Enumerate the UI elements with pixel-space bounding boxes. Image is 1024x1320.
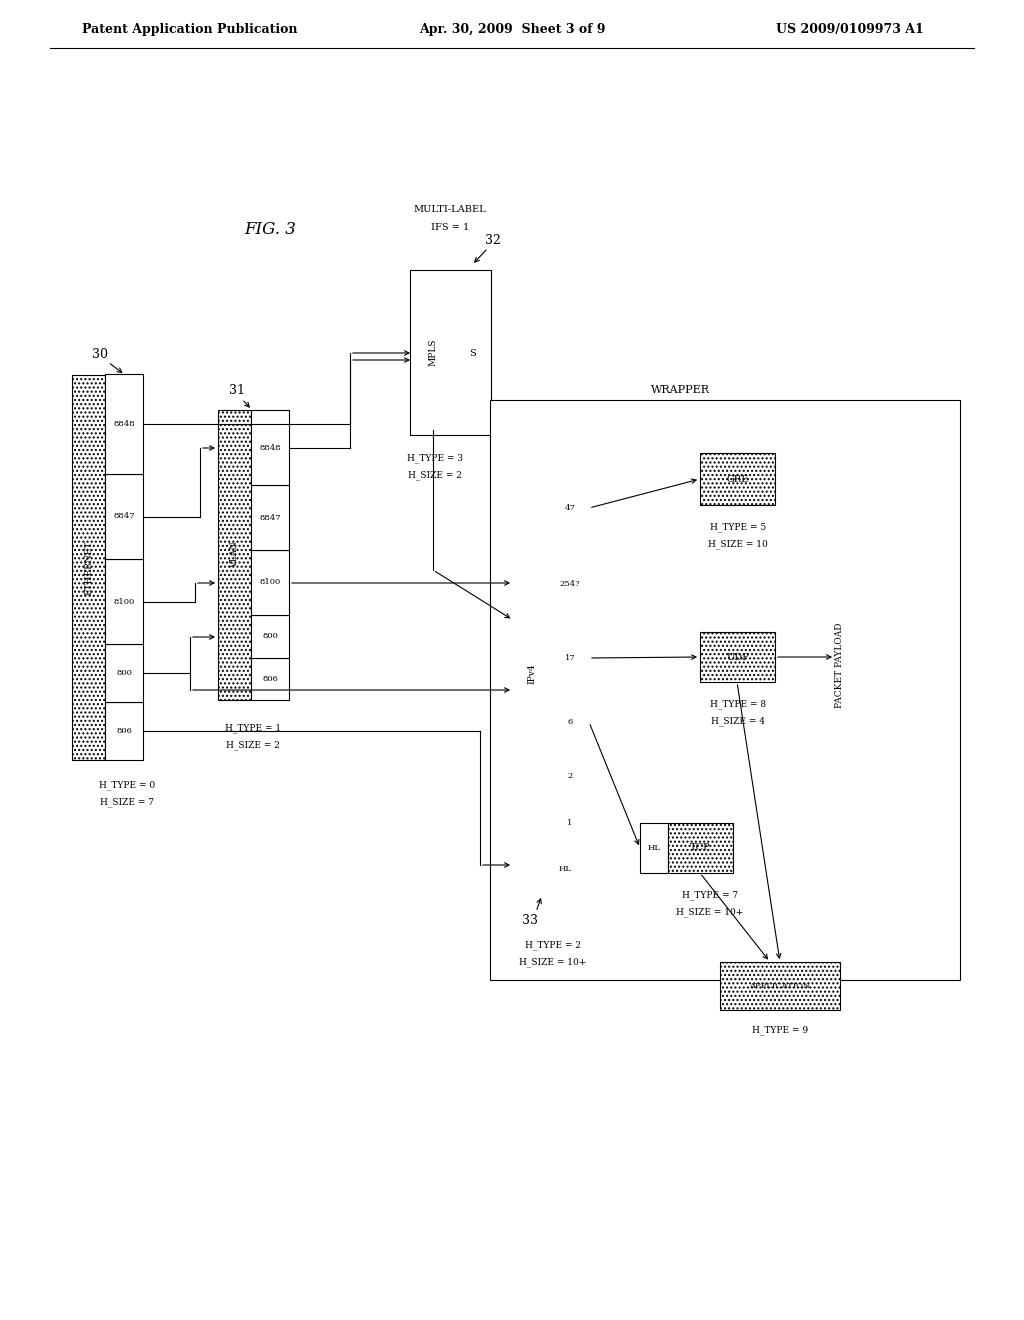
Bar — [720, 962, 840, 1010]
Text: Apr. 30, 2009  Sheet 3 of 9: Apr. 30, 2009 Sheet 3 of 9 — [419, 24, 605, 37]
Text: H_SIZE = 10+: H_SIZE = 10+ — [519, 957, 587, 966]
Text: IPv4: IPv4 — [527, 663, 537, 684]
Bar — [551, 800, 589, 846]
Text: Patent Application Publication: Patent Application Publication — [82, 24, 298, 37]
Bar — [551, 752, 589, 800]
Bar — [551, 624, 589, 692]
Text: APPLICATION: APPLICATION — [750, 982, 811, 990]
Text: UDP: UDP — [726, 652, 749, 661]
Bar — [251, 657, 289, 700]
Text: 800: 800 — [116, 669, 132, 677]
Bar — [105, 558, 143, 644]
Bar — [551, 473, 589, 544]
Text: 800: 800 — [262, 632, 278, 640]
Text: 8100: 8100 — [259, 578, 281, 586]
Text: 30: 30 — [92, 348, 108, 362]
Bar — [251, 484, 289, 550]
Text: 6: 6 — [567, 718, 572, 726]
Text: 2: 2 — [567, 772, 572, 780]
Text: TCP: TCP — [690, 843, 711, 853]
Text: H_SIZE = 4: H_SIZE = 4 — [711, 717, 765, 726]
Text: 17: 17 — [564, 653, 575, 663]
Text: H_TYPE = 1: H_TYPE = 1 — [225, 723, 281, 733]
Bar — [640, 822, 668, 873]
Text: H_TYPE = 0: H_TYPE = 0 — [99, 780, 155, 789]
Text: US 2009/0109973 A1: US 2009/0109973 A1 — [776, 24, 924, 37]
Bar — [105, 374, 143, 474]
Text: 33: 33 — [522, 913, 538, 927]
Text: H_TYPE = 9: H_TYPE = 9 — [752, 1026, 808, 1035]
Bar — [251, 615, 289, 657]
Bar — [458, 327, 488, 380]
Text: MPLS: MPLS — [428, 339, 437, 366]
Text: GRE: GRE — [726, 474, 749, 483]
Bar — [668, 822, 733, 873]
Text: 8847: 8847 — [259, 513, 281, 521]
Text: H_SIZE = 2: H_SIZE = 2 — [226, 741, 280, 750]
Text: 806: 806 — [262, 675, 278, 682]
Text: PACKET PAYLOAD: PACKET PAYLOAD — [836, 622, 845, 708]
Bar — [413, 275, 453, 430]
Text: H_SIZE = 2: H_SIZE = 2 — [408, 470, 462, 480]
Bar — [105, 474, 143, 558]
Text: FIG. 3: FIG. 3 — [244, 222, 296, 239]
Text: HL: HL — [647, 843, 660, 851]
Bar — [251, 411, 289, 484]
Bar — [72, 375, 105, 760]
Bar — [218, 411, 251, 700]
Text: 8847: 8847 — [114, 512, 135, 520]
Text: H_TYPE = 7: H_TYPE = 7 — [682, 890, 738, 900]
Text: S: S — [470, 350, 476, 359]
Bar — [410, 271, 490, 436]
Bar — [490, 400, 961, 979]
Text: 806: 806 — [116, 727, 132, 735]
Text: H_TYPE = 8: H_TYPE = 8 — [710, 700, 766, 709]
Text: H_SIZE = 7: H_SIZE = 7 — [100, 797, 154, 807]
Text: 8848: 8848 — [259, 444, 281, 451]
Text: IFS = 1: IFS = 1 — [431, 223, 469, 231]
Text: 47: 47 — [564, 504, 575, 512]
Text: 31: 31 — [229, 384, 245, 396]
Text: H_TYPE = 5: H_TYPE = 5 — [710, 523, 766, 532]
Bar — [700, 632, 775, 682]
Bar — [551, 846, 579, 892]
Text: MULTI-LABEL: MULTI-LABEL — [414, 206, 486, 214]
Text: H_TYPE = 3: H_TYPE = 3 — [407, 453, 463, 463]
Text: 254?: 254? — [560, 579, 581, 587]
Text: 8848: 8848 — [114, 420, 135, 428]
Text: H_TYPE = 2: H_TYPE = 2 — [525, 940, 581, 950]
Bar — [251, 550, 289, 615]
Text: 8100: 8100 — [114, 598, 134, 606]
Text: 32: 32 — [485, 234, 501, 247]
Text: VLAN: VLAN — [230, 541, 239, 569]
Text: WRAPPER: WRAPPER — [650, 385, 710, 395]
Text: H_SIZE = 10+: H_SIZE = 10+ — [677, 907, 743, 917]
Text: 1: 1 — [567, 818, 572, 828]
Bar — [551, 692, 589, 752]
Text: ETHERNET: ETHERNET — [84, 540, 93, 595]
Bar — [105, 644, 143, 702]
Bar — [513, 455, 551, 892]
Bar — [551, 544, 589, 624]
Bar — [700, 453, 775, 506]
Bar — [105, 702, 143, 760]
Text: H_SIZE = 10: H_SIZE = 10 — [709, 539, 768, 549]
Text: HL: HL — [558, 865, 571, 873]
